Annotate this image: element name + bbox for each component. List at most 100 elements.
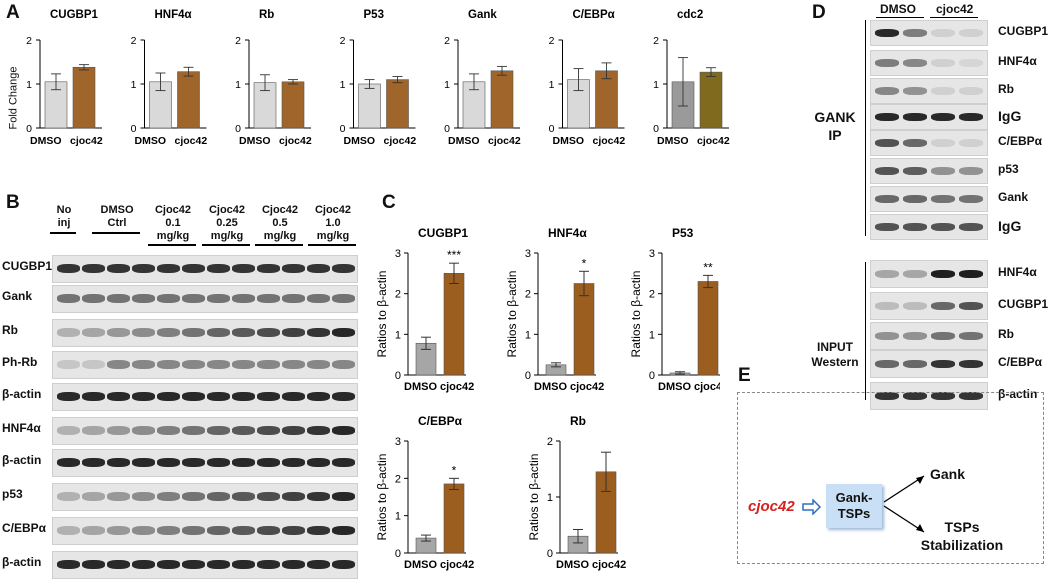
blot-strip	[52, 517, 358, 545]
chart-title: HNF4α	[548, 226, 587, 240]
x-tick-label: cjoc42	[488, 135, 521, 147]
blot-band	[57, 492, 80, 501]
blot-row-label: p53	[2, 487, 23, 501]
ip-blot-strip	[870, 104, 988, 130]
y-tick-label: 0	[649, 370, 655, 382]
blot-band	[232, 392, 255, 401]
x-tick-label: cjoc42	[440, 381, 474, 393]
panel-b-blots: CUGBP1 Gank Rb Ph-Rb β-actin HNF4α β-actin p53 C…	[0, 255, 360, 581]
diverging-arrows	[883, 475, 925, 533]
blot-band	[232, 492, 255, 501]
blot-band	[903, 139, 927, 147]
blot-band	[132, 264, 155, 273]
y-tick-label: 1	[525, 329, 531, 341]
blot-band	[182, 328, 205, 337]
blot-band	[903, 332, 927, 340]
chart-title: cdc2	[677, 9, 703, 21]
lane-header-3: Cjoc42 0.25 mg/kg	[208, 204, 246, 242]
blot-band	[959, 195, 983, 203]
blot-band	[959, 332, 983, 340]
significance-marker: **	[703, 260, 713, 274]
blot-band	[232, 458, 255, 467]
panel-c-label: C	[382, 192, 396, 213]
bar	[386, 79, 409, 129]
y-tick-label: 0	[547, 548, 553, 560]
blot-band	[57, 526, 80, 535]
blot-band	[82, 426, 105, 435]
blot-band	[875, 270, 899, 278]
blot-band	[903, 392, 927, 400]
cjoc42-label: cjoc42	[748, 498, 795, 515]
lane-underline	[50, 232, 76, 234]
input-western-label: INPUT Western	[811, 340, 859, 369]
ip-row-label: Gank	[998, 190, 1029, 204]
blot-band	[132, 426, 155, 435]
fold-change-chart-2: Rb 0 1 2 DMSO cjoc42	[235, 9, 312, 147]
blot-band	[107, 458, 130, 467]
fold-change-chart-4: Gank 0 1 2 DMSO cjoc42	[444, 9, 521, 147]
x-tick-label: DMSO	[448, 135, 480, 147]
blot-band	[307, 458, 330, 467]
blot-band	[82, 360, 105, 369]
panel-e-label: E	[738, 365, 751, 386]
blot-band	[207, 360, 230, 369]
x-tick-label: DMSO	[344, 135, 376, 147]
bar	[490, 70, 514, 129]
lane-header-5: Cjoc42 1.0 mg/kg	[314, 204, 352, 242]
blot-band	[182, 458, 205, 467]
x-tick-label: cjoc42	[279, 135, 312, 147]
blot-band	[931, 332, 955, 340]
panel-b-label: B	[6, 192, 20, 213]
blot-row-label: C/EBPα	[2, 521, 47, 535]
chart-title: CUGBP1	[50, 9, 99, 21]
ip-blot-strip	[870, 186, 988, 212]
blot-band	[82, 328, 105, 337]
blot-band	[332, 426, 355, 435]
ip-row-label: IgG	[998, 108, 1022, 124]
y-tick-label: 1	[131, 79, 137, 91]
panel-a-ylabel: Fold Change	[4, 67, 24, 130]
blot-band	[182, 426, 205, 435]
lane-underline	[308, 244, 356, 246]
blot-strip	[52, 319, 358, 347]
input-blot-strip	[870, 292, 988, 320]
blot-band	[931, 59, 955, 67]
blot-band	[182, 392, 205, 401]
y-tick-label: 2	[26, 35, 32, 47]
ip-row-label: HNF4α	[998, 54, 1037, 68]
panel-b-headers: No inj DMSO Ctrl Cjoc42 0.1 mg/kg Cjoc42 0.…	[50, 204, 356, 254]
y-tick-label: 0	[395, 370, 401, 382]
x-tick-label: DMSO	[556, 559, 589, 571]
y-tick-label: 3	[395, 248, 401, 260]
blot-band	[182, 264, 205, 273]
blot-band	[282, 526, 305, 535]
blot-band	[332, 294, 355, 303]
blot-band	[903, 87, 927, 95]
blot-band	[207, 392, 230, 401]
blot-band	[903, 167, 927, 175]
ip-blot-strip	[870, 50, 988, 76]
blot-band	[903, 302, 927, 310]
bar	[595, 70, 618, 129]
ip-blot-strip	[870, 158, 988, 184]
ip-blot-strip	[870, 20, 988, 46]
lane-header-0: No inj	[56, 204, 72, 229]
blot-band	[107, 560, 130, 569]
blot-band	[57, 392, 80, 401]
blot-band	[903, 113, 927, 121]
blot-band	[307, 264, 330, 273]
blot-band	[332, 264, 355, 273]
x-tick-label: cjoc42	[694, 381, 720, 393]
blot-band	[157, 560, 180, 569]
ip-row-label: p53	[998, 162, 1019, 176]
y-tick-label: 0	[131, 123, 137, 135]
ip-row-label: CUGBP1	[998, 297, 1049, 311]
y-tick-label: 2	[395, 289, 401, 301]
y-tick-label: 1	[649, 329, 655, 341]
ip-row-label: C/EBPα	[998, 355, 1043, 369]
blot-band	[82, 392, 105, 401]
blot-band	[57, 560, 80, 569]
blot-band	[207, 560, 230, 569]
input-blot-strip	[870, 322, 988, 350]
